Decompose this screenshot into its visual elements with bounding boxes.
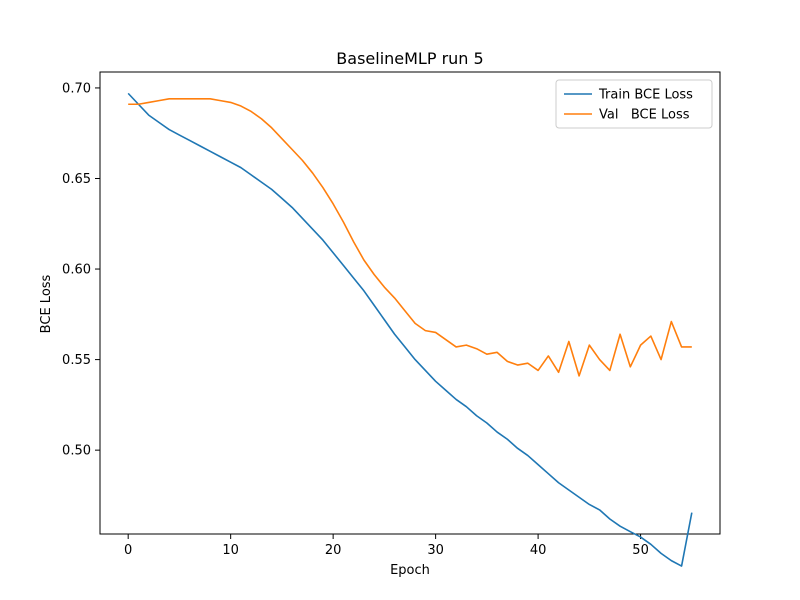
x-tick-label: 0 [124, 543, 132, 558]
legend-label: Val BCE Loss [599, 108, 690, 123]
x-axis: 0 10 20 30 40 50 [124, 534, 649, 558]
y-axis-label: BCE Loss [39, 274, 54, 333]
plot-frame [99, 71, 721, 535]
chart-title: BaselineMLP run 5 [336, 49, 483, 68]
y-tick-label: 0.55 [62, 353, 91, 368]
x-tick-label: 10 [222, 543, 239, 558]
series-lines [127, 92, 693, 567]
legend-box [555, 79, 713, 129]
x-tick-label: 30 [427, 543, 444, 558]
x-tick-label: 20 [325, 543, 342, 558]
x-axis-label: Epoch [390, 563, 430, 578]
y-axis: 0.50 0.55 0.60 0.65 0.70 [62, 81, 100, 459]
x-tick-label: 50 [632, 543, 649, 558]
x-tick-label: 40 [530, 543, 547, 558]
plot-area [99, 71, 721, 535]
y-tick-label: 0.60 [62, 263, 91, 278]
y-tick-label: 0.70 [62, 81, 91, 96]
legend-label: Train BCE Loss [598, 88, 693, 103]
series-line-val [128, 98, 692, 377]
y-tick-label: 0.50 [62, 444, 91, 459]
y-tick-label: 0.65 [62, 172, 91, 187]
legend: Train BCE Loss Val BCE Loss [555, 79, 713, 129]
series-line-train [127, 92, 693, 567]
